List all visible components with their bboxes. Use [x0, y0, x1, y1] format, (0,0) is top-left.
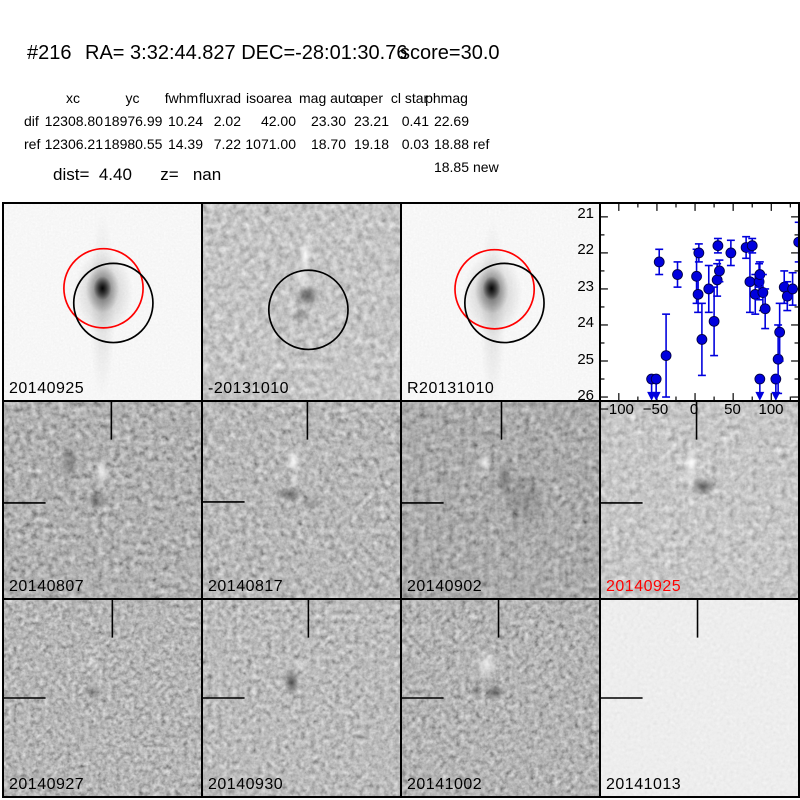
- dif-xc: 12308.80: [44, 113, 103, 129]
- dif-isoarea: 42.00: [260, 113, 296, 129]
- dif-fwhm: 10.24: [167, 113, 203, 129]
- candidate-coordinates: RA= 3:32:44.827 DEC=-28:01:30.76: [85, 42, 408, 64]
- cutout-image: [203, 204, 400, 400]
- candidate-number: #216: [27, 42, 72, 64]
- panel-date-label: -20131010: [208, 380, 290, 397]
- figure-title: #216 RA= 3:32:44.827 DEC=-28:01:30.76 sc…: [0, 42, 800, 68]
- ref-isoarea: 1071.00: [245, 136, 296, 152]
- table-row-ref: ref 12306.21 18980.55 14.39 7.22 1071.00…: [0, 136, 540, 156]
- dif-fluxrad: 2.02: [213, 113, 241, 129]
- new-phmag-suffix: new: [473, 159, 499, 175]
- cutout-panel-20140902: 20140902: [400, 400, 599, 598]
- cutout-panel-20140925: 20140925: [599, 400, 798, 598]
- panel-date-label: 20140807: [9, 578, 85, 595]
- dif-aper: 23.21: [353, 113, 389, 129]
- ref-yc: 18980.55: [104, 136, 163, 152]
- col-header-aper: aper: [354, 90, 384, 106]
- cutout-panel-20140927: 20140927: [2, 598, 201, 796]
- lightcurve-plot: [599, 202, 798, 400]
- cutout-panel-20140807: 20140807: [2, 400, 201, 598]
- cutout-image: [601, 402, 798, 598]
- cutout-image: [4, 402, 201, 598]
- table-row-dif: dif 12308.80 18976.99 10.24 2.02 42.00 2…: [0, 113, 540, 133]
- col-header-cl-star: cl star: [390, 90, 429, 106]
- cutout-panel-20140817: 20140817: [201, 400, 400, 598]
- measurement-table-header: xc yc fwhm fluxrad isoarea mag auto aper…: [0, 90, 540, 110]
- cutout-image: [402, 600, 599, 796]
- ref-phmag: 18.88: [433, 136, 469, 152]
- cutout-image: [402, 204, 599, 400]
- new-phmag: 18.85: [433, 159, 469, 175]
- panel-date-label: 20140902: [407, 578, 483, 595]
- panel-date-label: 20140925: [9, 380, 85, 397]
- ref-fluxrad: 7.22: [213, 136, 241, 152]
- panel-date-label: 20141002: [407, 776, 483, 793]
- ref-fwhm: 14.39: [167, 136, 203, 152]
- panel-date-label: 20140927: [9, 776, 85, 793]
- row-label: ref: [24, 136, 41, 152]
- cutout-panel-20140930: 20140930: [201, 598, 400, 796]
- ref-mag-auto: 18.70: [310, 136, 346, 152]
- ref-phmag-suffix: ref: [473, 136, 490, 152]
- row-label: dif: [24, 113, 39, 129]
- cutout-image: [203, 402, 400, 598]
- dif-cl-star: 0.41: [401, 113, 429, 129]
- panel-date-label: 20140817: [208, 578, 284, 595]
- panel-date-label: 20140930: [208, 776, 284, 793]
- cutout-grid: 20140925 -20131010 R20131010 20140807 20…: [2, 202, 800, 798]
- dif-phmag: 22.69: [433, 113, 469, 129]
- ref-xc: 12306.21: [44, 136, 103, 152]
- lightcurve-canvas: [601, 204, 798, 400]
- cutout-image: [4, 204, 201, 400]
- cutout-panel-20141002: 20141002: [400, 598, 599, 796]
- ref-cl-star: 0.03: [401, 136, 429, 152]
- cutout-image: [601, 600, 798, 796]
- cutout-panel-20140925: 20140925: [2, 202, 201, 400]
- col-header-mag-auto: mag auto: [299, 90, 358, 106]
- cutout-panel--20131010: -20131010: [201, 202, 400, 400]
- cutout-image: [4, 600, 201, 796]
- dif-mag-auto: 23.30: [310, 113, 346, 129]
- cutout-panel-20141013: 20141013: [599, 598, 798, 796]
- dif-yc: 18976.99: [104, 113, 163, 129]
- col-header-fwhm: fwhm: [164, 90, 199, 106]
- cutout-image: [402, 402, 599, 598]
- col-header-isoarea: isoarea: [246, 90, 292, 106]
- panel-date-label: 20141013: [606, 776, 682, 793]
- cutout-panel-R20131010: R20131010: [400, 202, 599, 400]
- candidate-score: score=30.0: [400, 42, 500, 64]
- col-header-yc: yc: [125, 90, 140, 106]
- dist-redshift-line: dist= 4.40 z= nan: [53, 165, 222, 184]
- table-row-new-phmag: 18.85 new: [0, 159, 540, 179]
- col-header-phmag: phmag: [425, 90, 468, 106]
- panel-date-label: R20131010: [407, 380, 495, 397]
- ref-aper: 19.18: [353, 136, 389, 152]
- col-header-xc: xc: [66, 90, 80, 106]
- panel-date-label: 20140925: [606, 578, 682, 595]
- cutout-image: [203, 600, 400, 796]
- col-header-fluxrad: fluxrad: [199, 90, 242, 106]
